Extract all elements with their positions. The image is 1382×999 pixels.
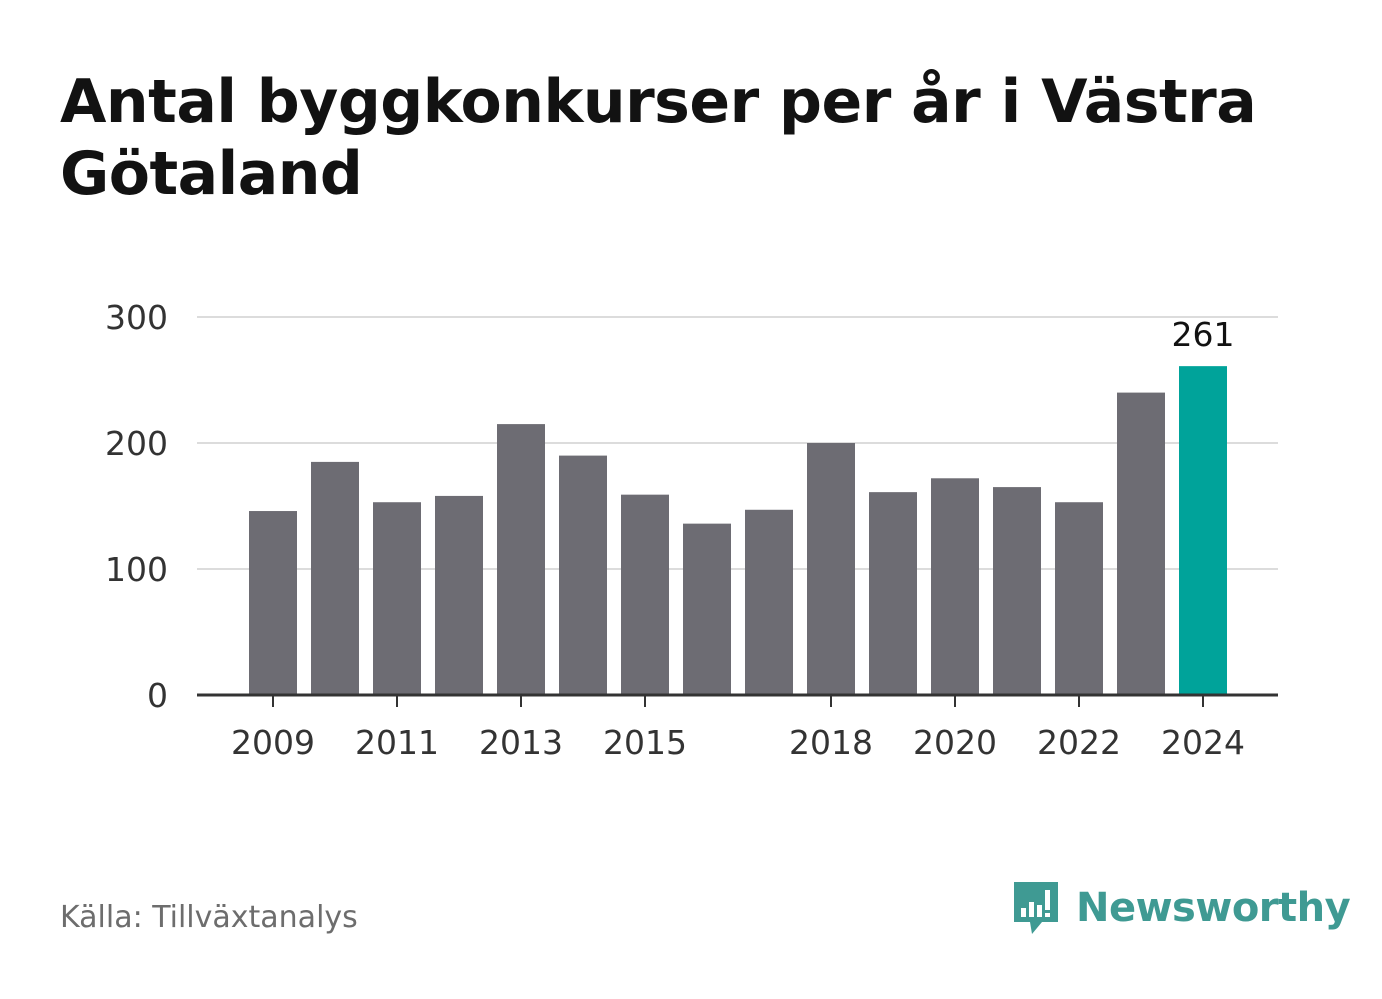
data-labels: 261 (1172, 315, 1235, 354)
bar-2017 (745, 509, 793, 695)
bar-2021 (993, 487, 1041, 695)
x-tick-label: 2020 (913, 723, 997, 762)
value-label-2024: 261 (1172, 315, 1235, 354)
x-axis-labels: 2009 2011 2013 2015 2018 2020 2022 2024 (231, 695, 1245, 762)
chart-title: Antal byggkonkurser per år i Västra Göta… (60, 67, 1257, 209)
x-tick-label: 2024 (1161, 723, 1245, 762)
bar-2009 (249, 511, 297, 695)
x-tick-label: 2022 (1037, 723, 1121, 762)
y-tick-label: 300 (105, 298, 168, 337)
bar-2011 (373, 502, 421, 695)
y-tick-label: 100 (105, 550, 168, 589)
x-tick-label: 2018 (789, 723, 873, 762)
bars (249, 366, 1227, 695)
y-tick-label: 0 (147, 676, 168, 715)
newsworthy-logo-icon (1014, 882, 1058, 934)
x-tick-label: 2011 (355, 723, 439, 762)
brand-name: Newsworthy (1076, 885, 1351, 931)
bar-2012 (435, 495, 483, 695)
bar-2016 (683, 523, 731, 695)
bar-2024 (1179, 366, 1227, 695)
y-axis-labels: 0 100 200 300 (105, 298, 168, 715)
x-tick-label: 2013 (479, 723, 563, 762)
x-tick-label: 2015 (603, 723, 687, 762)
bar-2013 (497, 424, 545, 695)
bar-2023 (1117, 392, 1165, 695)
source-note: Källa: Tillväxtanalys (60, 900, 358, 935)
y-tick-label: 200 (105, 424, 168, 463)
bar-2020 (931, 478, 979, 695)
bar-2018 (807, 443, 855, 695)
bar-2019 (869, 492, 917, 695)
bar-2014 (559, 455, 607, 695)
grid-lines (197, 316, 1278, 570)
x-tick-label: 2009 (231, 723, 315, 762)
bar-2015 (621, 494, 669, 695)
bar-2010 (311, 461, 359, 695)
brand: Newsworthy (1010, 878, 1351, 938)
bar-2022 (1055, 502, 1103, 695)
